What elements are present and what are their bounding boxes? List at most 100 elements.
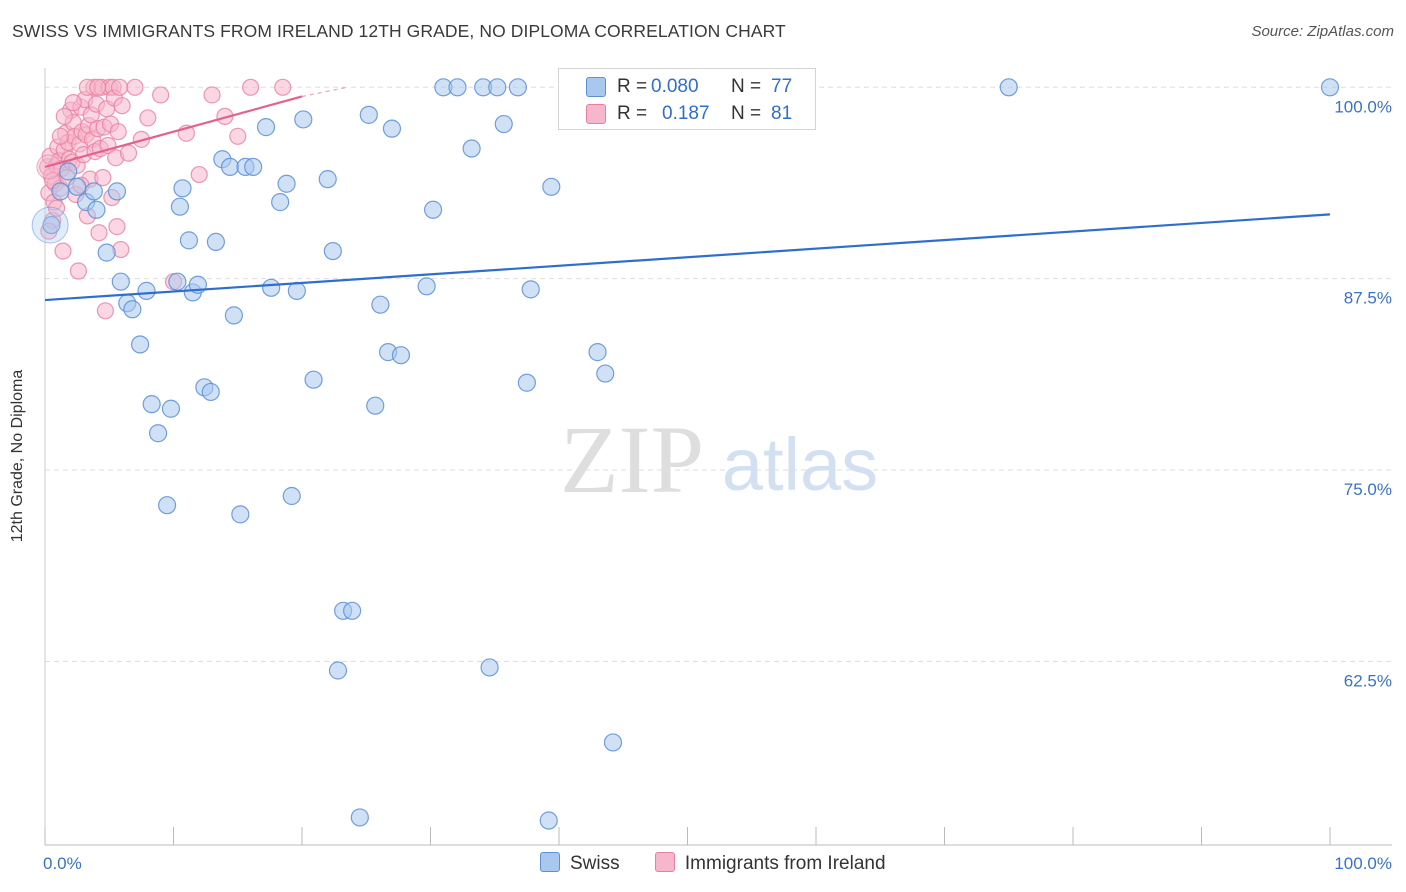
ireland-point	[89, 78, 107, 96]
ireland-point	[55, 107, 73, 125]
y-axis-label: 12th Grade, No Diploma	[9, 369, 26, 543]
swiss-point	[224, 306, 243, 325]
ireland-point	[69, 262, 88, 280]
swiss-point	[488, 78, 507, 97]
swiss-point	[157, 496, 177, 515]
swiss-point	[206, 232, 226, 252]
y-tick-label: 62.5%	[1344, 671, 1392, 690]
swiss-point	[111, 272, 130, 291]
swiss-point	[480, 658, 499, 677]
swiss-point	[323, 241, 342, 261]
series-ireland-points	[36, 78, 292, 320]
ireland-trend-line	[44, 95, 303, 168]
y-tick-label: 100.0%	[1334, 97, 1392, 116]
legend: Swiss Immigrants from Ireland	[540, 852, 916, 878]
ireland-point	[109, 123, 127, 141]
swiss-point	[318, 170, 337, 189]
swiss-cluster-point	[31, 206, 69, 244]
ireland-point	[110, 78, 129, 96]
swiss-point	[220, 157, 240, 177]
swiss-swatch	[540, 852, 560, 872]
swiss-point	[68, 177, 87, 196]
swiss-point	[137, 281, 156, 300]
swiss-point	[282, 486, 301, 506]
ireland-point	[54, 242, 72, 260]
swiss-point	[417, 277, 436, 296]
swiss-point	[201, 382, 220, 402]
swiss-point	[130, 335, 150, 354]
swiss-swatch	[586, 77, 606, 97]
ireland-point	[64, 94, 82, 112]
swiss-point	[304, 370, 323, 389]
swiss-point	[494, 114, 513, 134]
swiss-point	[123, 300, 142, 319]
swiss-point	[87, 200, 106, 219]
legend-item-ireland[interactable]: Immigrants from Ireland	[654, 852, 886, 875]
axes	[44, 68, 1392, 846]
swiss-point	[521, 280, 540, 299]
swiss-point	[542, 177, 561, 196]
swiss-point	[366, 396, 385, 415]
swiss-point	[359, 105, 378, 124]
swiss-point	[271, 193, 290, 212]
swiss-point	[84, 182, 103, 201]
swiss-point	[277, 174, 296, 193]
ireland-point	[242, 78, 260, 96]
swiss-point	[391, 346, 411, 365]
swiss-point	[999, 78, 1018, 97]
swiss-point	[142, 395, 161, 414]
stats-row-ireland: R = 0.187 N = 81	[559, 101, 815, 127]
n-value: 77	[771, 76, 793, 97]
ireland-point	[94, 169, 112, 187]
x-tick-label: 100.0%	[1334, 854, 1392, 873]
trend-lines	[44, 86, 1331, 302]
source-credit: Source: ZipAtlas.com	[1251, 23, 1394, 40]
n-label: N =	[731, 103, 762, 124]
ireland-point	[152, 86, 170, 104]
zipatlas-watermark: ZIP atlas	[560, 406, 878, 513]
swiss-point	[170, 197, 190, 216]
swiss-point	[517, 373, 536, 392]
swiss-trend-line	[44, 213, 1331, 302]
ireland-point	[190, 165, 208, 184]
y-tick-label: 75.0%	[1344, 480, 1392, 499]
ireland-point	[96, 302, 114, 320]
swiss-point	[107, 182, 127, 201]
watermark-atlas: atlas	[722, 423, 878, 506]
swiss-point	[371, 295, 390, 314]
stats-box: R = 0.080 N = 77 R = 0.187 N = 81	[558, 68, 816, 130]
swiss-point	[51, 182, 70, 201]
r-label: R =	[617, 103, 648, 124]
swiss-point	[423, 200, 443, 219]
swiss-point	[603, 733, 623, 752]
swiss-point	[168, 272, 187, 291]
ireland-swatch	[586, 104, 606, 124]
ireland-point	[113, 97, 131, 115]
swiss-point	[42, 215, 61, 235]
y-tick-label: 87.5%	[1344, 289, 1392, 308]
ireland-point	[139, 109, 157, 127]
legend-item-swiss[interactable]: Swiss	[540, 852, 620, 875]
swiss-point	[179, 231, 199, 250]
swiss-point	[161, 399, 181, 418]
stats-row-swiss: R = 0.080 N = 77	[559, 74, 815, 100]
r-label: R =	[617, 76, 648, 97]
swiss-point	[1320, 78, 1340, 97]
swiss-point	[148, 424, 168, 443]
swiss-point	[256, 118, 276, 137]
ireland-point	[274, 78, 292, 96]
swiss-point	[328, 661, 348, 680]
chart-title: SWISS VS IMMIGRANTS FROM IRELAND 12TH GR…	[12, 21, 786, 41]
ireland-point	[119, 144, 138, 162]
swiss-point	[448, 78, 467, 97]
swiss-point	[343, 601, 362, 620]
swiss-point	[97, 243, 116, 262]
legend-label: Swiss	[570, 853, 620, 874]
ireland-swatch	[654, 852, 675, 872]
ireland-point	[126, 78, 144, 96]
swiss-point	[294, 110, 313, 129]
legend-label: Immigrants from Ireland	[684, 853, 886, 874]
tick-labels: 100.0% 87.5% 75.0% 62.5% 0.0% 100.0%	[43, 97, 1392, 873]
swiss-point	[462, 139, 481, 158]
